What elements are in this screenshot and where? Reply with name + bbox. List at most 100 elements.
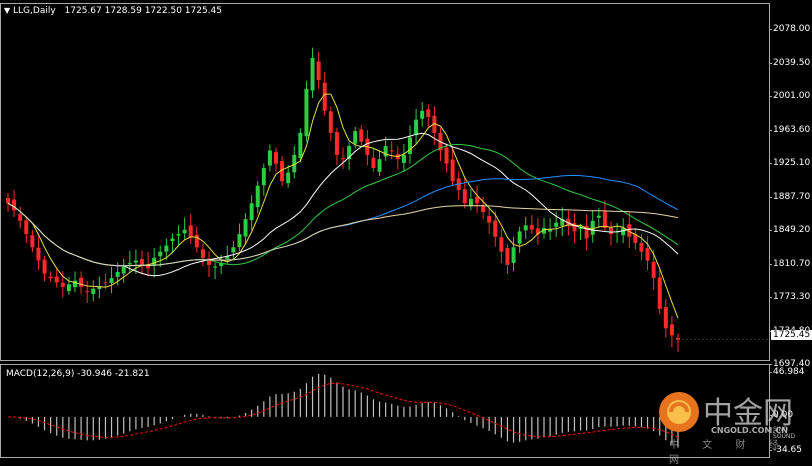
candle-body bbox=[225, 256, 230, 259]
candle-body bbox=[481, 206, 486, 213]
candle-body bbox=[158, 251, 163, 257]
candle-body bbox=[24, 220, 29, 235]
candle-body bbox=[133, 260, 138, 263]
candle-body bbox=[231, 247, 236, 253]
candle-body bbox=[420, 110, 425, 119]
candle-body bbox=[36, 247, 41, 261]
candle-body bbox=[200, 249, 205, 258]
candle-body bbox=[322, 82, 327, 111]
candle-body bbox=[48, 276, 53, 279]
candle-body bbox=[280, 161, 285, 182]
candle-body bbox=[663, 306, 668, 329]
cngold-watermark: 中金网 CNGOLD.COM.CN 中 文 财 经 网 SINO SOUND bbox=[655, 388, 805, 466]
candle-body bbox=[12, 199, 17, 211]
candle-body bbox=[578, 227, 583, 229]
candle-body bbox=[468, 198, 473, 207]
macd-signal-line bbox=[7, 382, 679, 438]
candle-body bbox=[152, 257, 157, 266]
price-tick-label: 1963.60 bbox=[768, 124, 811, 135]
candle-body bbox=[146, 264, 151, 269]
candle-body bbox=[97, 286, 102, 290]
price-tick-label: 1887.70 bbox=[768, 191, 811, 202]
candle-body bbox=[85, 291, 90, 293]
candle-body bbox=[176, 234, 181, 236]
candle-body bbox=[657, 277, 662, 309]
candle-body bbox=[426, 109, 431, 118]
candle-body bbox=[401, 154, 406, 163]
symbol-header: ▼ LLG,Daily 1725.67 1728.59 1722.50 1725… bbox=[4, 6, 222, 16]
candle-body bbox=[633, 233, 638, 243]
candle-body bbox=[414, 119, 419, 135]
candle-body bbox=[127, 263, 132, 265]
candle-body bbox=[73, 280, 77, 288]
candle-body bbox=[450, 159, 455, 182]
ohlc-values: 1725.67 1728.59 1722.50 1725.45 bbox=[64, 6, 222, 16]
candle-body bbox=[103, 282, 108, 284]
candle-body bbox=[676, 337, 680, 340]
candle-body bbox=[121, 266, 126, 274]
candle-body bbox=[286, 172, 291, 184]
candle-body bbox=[529, 225, 534, 230]
candle-body bbox=[164, 245, 169, 252]
price-tick-label: 1925.10 bbox=[768, 158, 811, 168]
candle-body bbox=[359, 129, 364, 142]
candle-body bbox=[499, 237, 504, 252]
candle-body bbox=[584, 225, 589, 239]
ma-line-ma5 bbox=[7, 93, 679, 319]
candle-body bbox=[219, 263, 224, 266]
price-tick-label: 2039.50 bbox=[768, 57, 811, 68]
candle-body bbox=[261, 168, 266, 186]
triangle-down-icon[interactable]: ▼ bbox=[4, 6, 11, 15]
candle-body bbox=[334, 132, 339, 155]
price-tick-label: 1849.20 bbox=[768, 225, 811, 235]
cngold-logo-icon bbox=[659, 392, 699, 432]
candle-body bbox=[54, 276, 59, 283]
ma-line-ma55 bbox=[7, 174, 679, 267]
candle-body bbox=[310, 58, 315, 91]
candle-body bbox=[237, 234, 242, 248]
candle-body bbox=[462, 189, 467, 204]
candle-body bbox=[383, 146, 388, 157]
watermark-sino: SINO SOUND bbox=[773, 426, 796, 440]
macd-axis-top: 46.984 bbox=[769, 367, 805, 377]
candle-body bbox=[627, 224, 632, 237]
candle-body bbox=[140, 259, 144, 265]
candle-body bbox=[79, 277, 84, 287]
price-chart-pane[interactable] bbox=[0, 3, 770, 361]
candle-body bbox=[18, 214, 23, 221]
candle-body bbox=[535, 228, 540, 235]
candle-body bbox=[669, 324, 674, 336]
candle-body bbox=[432, 115, 437, 133]
watermark-brand: 中金网 bbox=[703, 396, 793, 431]
candle-body bbox=[554, 222, 559, 227]
candle-body bbox=[255, 185, 260, 208]
candle-body bbox=[542, 227, 546, 234]
watermark-subtitle: 中 文 财 经 网 bbox=[669, 440, 789, 466]
candle-body bbox=[408, 137, 412, 155]
macd-indicator-pane[interactable] bbox=[0, 364, 770, 458]
candle-body bbox=[523, 225, 528, 231]
candle-body bbox=[292, 154, 297, 173]
candle-body bbox=[621, 227, 626, 236]
price-tick-label: 1773.30 bbox=[768, 292, 811, 302]
price-tick-label: 2078.00 bbox=[768, 24, 811, 34]
candle-body bbox=[60, 282, 65, 287]
candle-body bbox=[572, 223, 577, 232]
candle-body bbox=[487, 216, 492, 223]
candle-body bbox=[371, 157, 376, 169]
candle-body bbox=[91, 288, 96, 295]
candle-body bbox=[213, 266, 218, 268]
candle-body bbox=[560, 219, 565, 226]
candle-body bbox=[42, 259, 47, 274]
candle-body bbox=[188, 225, 193, 237]
candle-body bbox=[304, 88, 309, 137]
candle-body bbox=[243, 219, 248, 237]
candle-body bbox=[651, 261, 656, 279]
candle-body bbox=[517, 231, 522, 244]
price-tick-label: 2001.00 bbox=[768, 91, 811, 101]
candle-body bbox=[115, 271, 120, 277]
candle-body bbox=[30, 235, 35, 248]
candle-body bbox=[645, 248, 650, 261]
candle-body bbox=[249, 203, 254, 220]
